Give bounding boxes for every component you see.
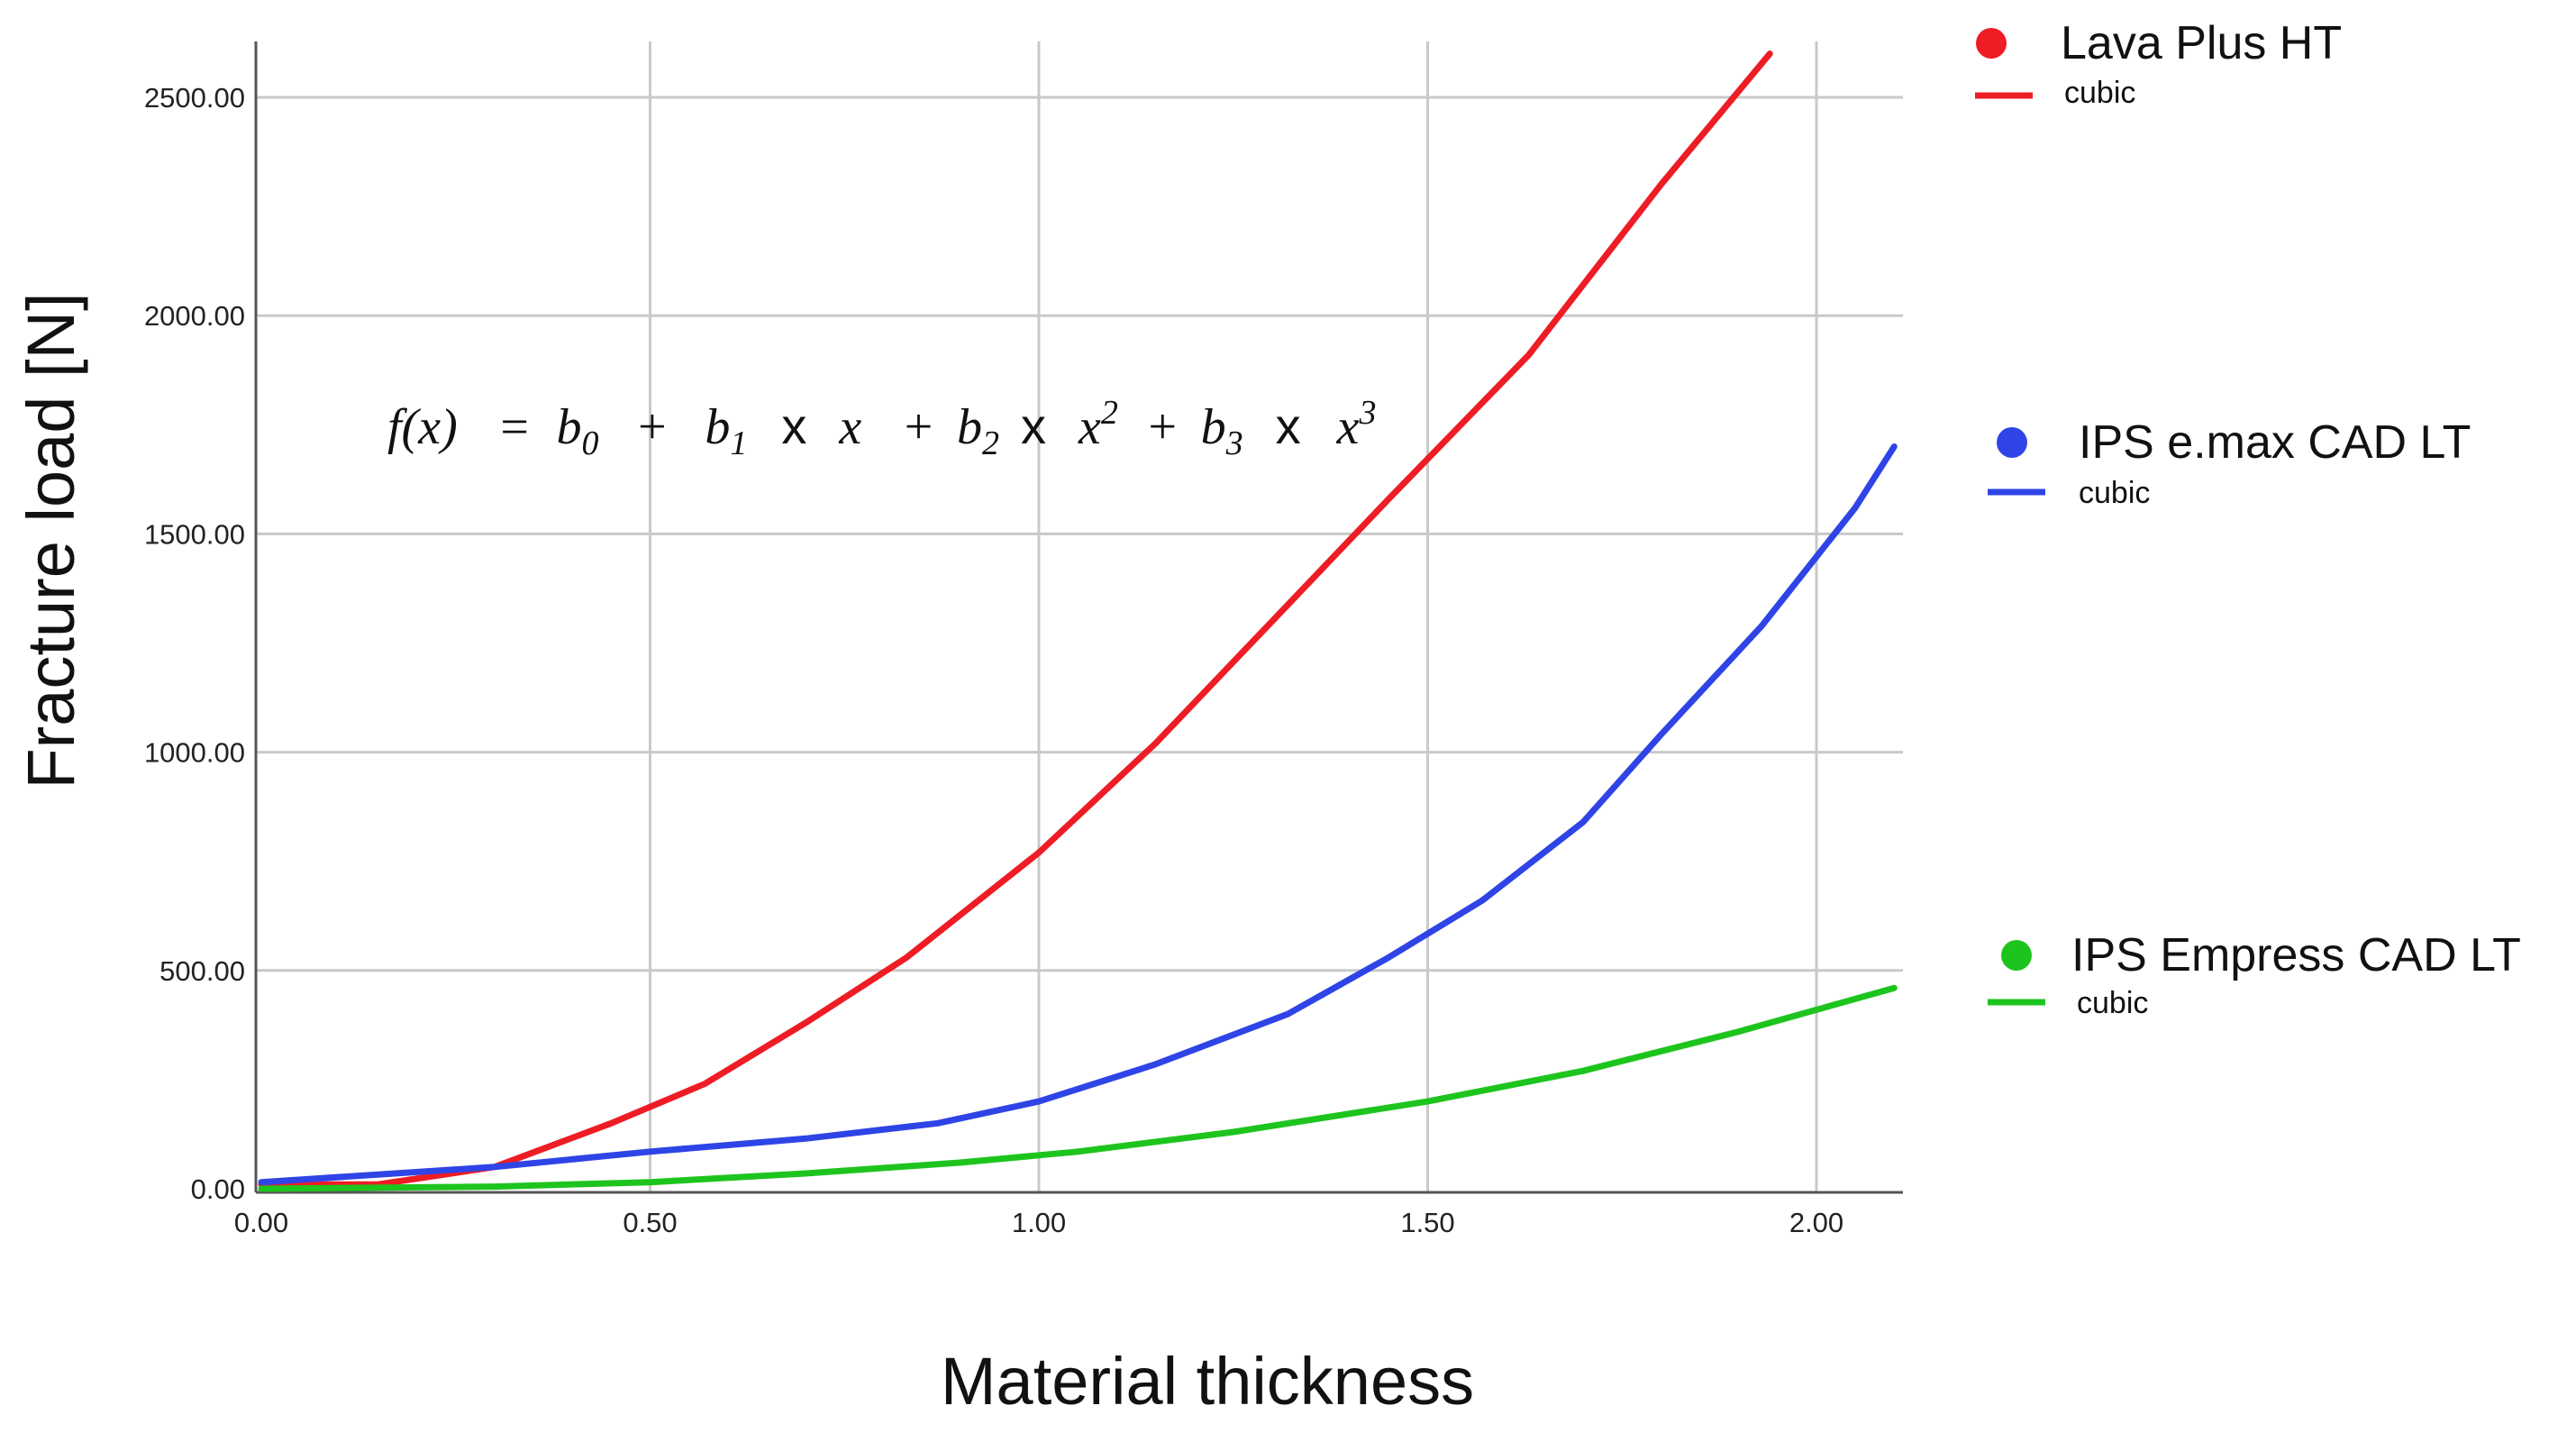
formula-times2: x: [1021, 397, 1046, 454]
tick-labels: 0.00 0.50 1.00 1.50 2.00 0.00 500.00 1000.00 150…: [144, 82, 1843, 1238]
legend-marker-lava-plus-ht: [1976, 28, 2007, 59]
x-axis-title: Material thickness: [941, 1344, 1474, 1419]
x-tick-label: 2.00: [1789, 1207, 1843, 1238]
formula-b0-sub: 0: [582, 424, 599, 462]
y-tick-label: 2000.00: [144, 300, 245, 332]
formula-b1: b: [705, 399, 730, 455]
formula-plus1: +: [635, 399, 669, 455]
formula-times3: x: [1276, 397, 1301, 454]
axes: [254, 41, 1903, 1194]
x-tick-label: 1.00: [1012, 1207, 1066, 1238]
legend-fit-ips-empress-cad-lt: cubic: [2077, 986, 2148, 1020]
legend: Lava Plus HT cubic IPS e.max CAD LT cubi…: [1975, 17, 2521, 1020]
y-tick-label: 0.00: [191, 1173, 245, 1205]
formula-plus2: +: [901, 399, 935, 455]
x-tick-label: 0.00: [234, 1207, 288, 1238]
formula-b2: b: [957, 399, 982, 455]
legend-marker-ips-emax-cad-lt: [1997, 427, 2027, 458]
y-axis-title: Fracture load [N]: [14, 292, 88, 789]
formula-b0: b: [557, 399, 582, 455]
legend-entry-ips-empress-cad-lt: IPS Empress CAD LT cubic: [1988, 929, 2521, 1020]
legend-entry-lava-plus-ht: Lava Plus HT cubic: [1975, 17, 2342, 110]
legend-label-ips-emax-cad-lt: IPS e.max CAD LT: [2079, 416, 2471, 469]
formula-plus3: +: [1145, 399, 1179, 455]
formula-eq: =: [497, 399, 532, 455]
formula-b1-sub: 1: [730, 424, 747, 462]
formula-b3: b: [1201, 399, 1226, 455]
formula-times1: x: [781, 397, 806, 454]
series-line-lava-plus-ht: [258, 50, 1773, 1188]
legend-label-lava-plus-ht: Lava Plus HT: [2061, 17, 2342, 69]
y-tick-label: 2500.00: [144, 82, 245, 114]
legend-entry-ips-emax-cad-lt: IPS e.max CAD LT cubic: [1988, 416, 2471, 510]
grid: [256, 41, 1903, 1192]
series-line-ips-e-max-cad-lt: [258, 443, 1898, 1186]
legend-fit-lava-plus-ht: cubic: [2064, 76, 2135, 110]
formula-b2-sub: 2: [982, 424, 999, 462]
x-tick-label: 1.50: [1400, 1207, 1454, 1238]
formula-x2: x: [1078, 399, 1101, 455]
legend-fit-ips-emax-cad-lt: cubic: [2079, 476, 2150, 510]
series-lines: [258, 50, 1898, 1192]
formula-x3-sup: 3: [1358, 394, 1376, 432]
formula-b3-sub: 3: [1225, 424, 1243, 462]
y-tick-label: 1000.00: [144, 737, 245, 769]
y-tick-label: 500.00: [159, 955, 245, 987]
formula-x1: x: [838, 399, 861, 455]
formula-annotation: f(x) = b0 + b1 x x + b2 x x2 + b3 x x3: [387, 379, 1376, 466]
legend-marker-ips-empress-cad-lt: [2001, 940, 2032, 971]
x-tick-label: 0.50: [623, 1207, 677, 1238]
formula-x3: x: [1336, 399, 1360, 455]
y-tick-label: 1500.00: [144, 518, 245, 550]
legend-label-ips-empress-cad-lt: IPS Empress CAD LT: [2071, 929, 2521, 981]
series-line-ips-empress-cad-lt: [258, 984, 1898, 1192]
formula-x2-sup: 2: [1101, 394, 1118, 432]
formula-f: f(x): [387, 399, 458, 455]
